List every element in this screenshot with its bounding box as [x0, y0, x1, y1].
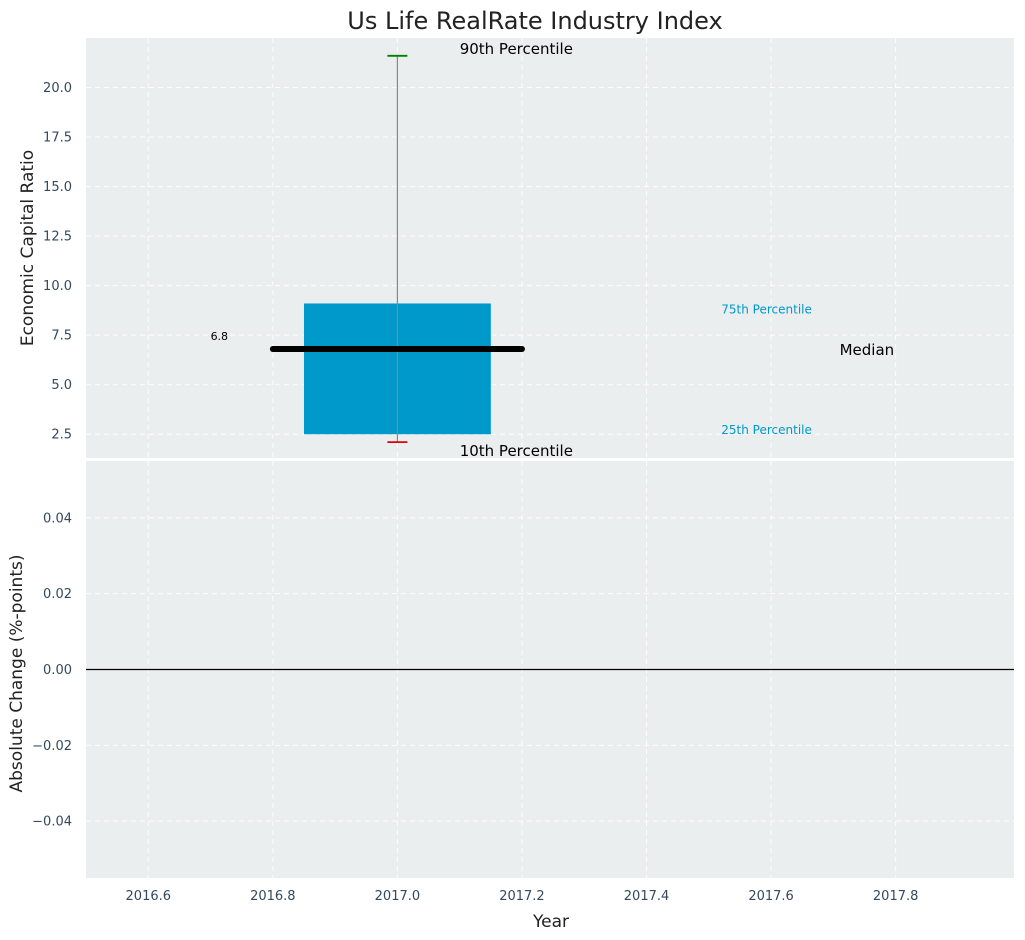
bottom-y-tick-label: 0.00 — [43, 663, 72, 678]
top-y-tick-label: 15.0 — [43, 180, 72, 195]
bottom-y-axis-label: Absolute Change (%-points) — [7, 555, 27, 793]
top-y-tick-label: 12.5 — [43, 230, 72, 245]
x-tick-label: 2017.6 — [748, 889, 794, 904]
top-gridlines — [86, 38, 1014, 458]
x-tick-label: 2016.8 — [250, 889, 296, 904]
p25-annotation: 25th Percentile — [721, 423, 812, 437]
x-tick-label: 2017.8 — [873, 889, 919, 904]
x-axis-label: Year — [532, 912, 569, 932]
median-annotation: Median — [840, 341, 895, 359]
x-ticks: 2016.6 2016.8 2017.0 2017.2 2017.4 2017.6 2017… — [126, 889, 919, 904]
x-tick-label: 2017.2 — [499, 889, 545, 904]
p75-annotation: 75th Percentile — [721, 302, 812, 316]
bottom-y-tick-label: −0.02 — [32, 739, 72, 754]
bottom-y-ticks: −0.04 −0.02 0.00 0.02 0.04 — [32, 511, 72, 829]
x-tick-label: 2017.4 — [624, 889, 670, 904]
x-tick-label: 2016.6 — [126, 889, 172, 904]
chart-title: Us Life RealRate Industry Index — [347, 7, 722, 35]
top-y-tick-label: 2.5 — [51, 428, 72, 443]
top-y-tick-label: 17.5 — [43, 131, 72, 146]
p90-annotation: 90th Percentile — [460, 40, 573, 58]
top-panel: 2.5 5.0 7.5 10.0 12.5 15.0 17.5 20.0 Economic C… — [18, 38, 1014, 460]
p10-annotation: 10th Percentile — [460, 442, 573, 460]
bottom-y-tick-label: 0.04 — [43, 511, 72, 526]
top-y-tick-label: 10.0 — [43, 279, 72, 294]
top-y-ticks: 2.5 5.0 7.5 10.0 12.5 15.0 17.5 20.0 — [43, 81, 72, 443]
top-y-axis-label: Economic Capital Ratio — [18, 150, 38, 346]
top-y-tick-label: 20.0 — [43, 81, 72, 96]
top-y-tick-label: 7.5 — [51, 329, 72, 344]
median-value-label: 6.8 — [211, 330, 229, 343]
box-plot — [269, 54, 525, 444]
percentile-annotations: 6.8 90th Percentile 10th Percentile 75th Pe… — [211, 40, 895, 460]
bottom-y-tick-label: 0.02 — [43, 587, 72, 602]
top-plot-area — [86, 38, 1014, 458]
bottom-panel: −0.04 −0.02 0.00 0.02 0.04 2016.6 2016.8 2017.… — [7, 461, 1014, 932]
x-tick-label: 2017.0 — [375, 889, 421, 904]
top-y-tick-label: 5.0 — [51, 378, 72, 393]
bottom-y-tick-label: −0.04 — [32, 815, 72, 830]
